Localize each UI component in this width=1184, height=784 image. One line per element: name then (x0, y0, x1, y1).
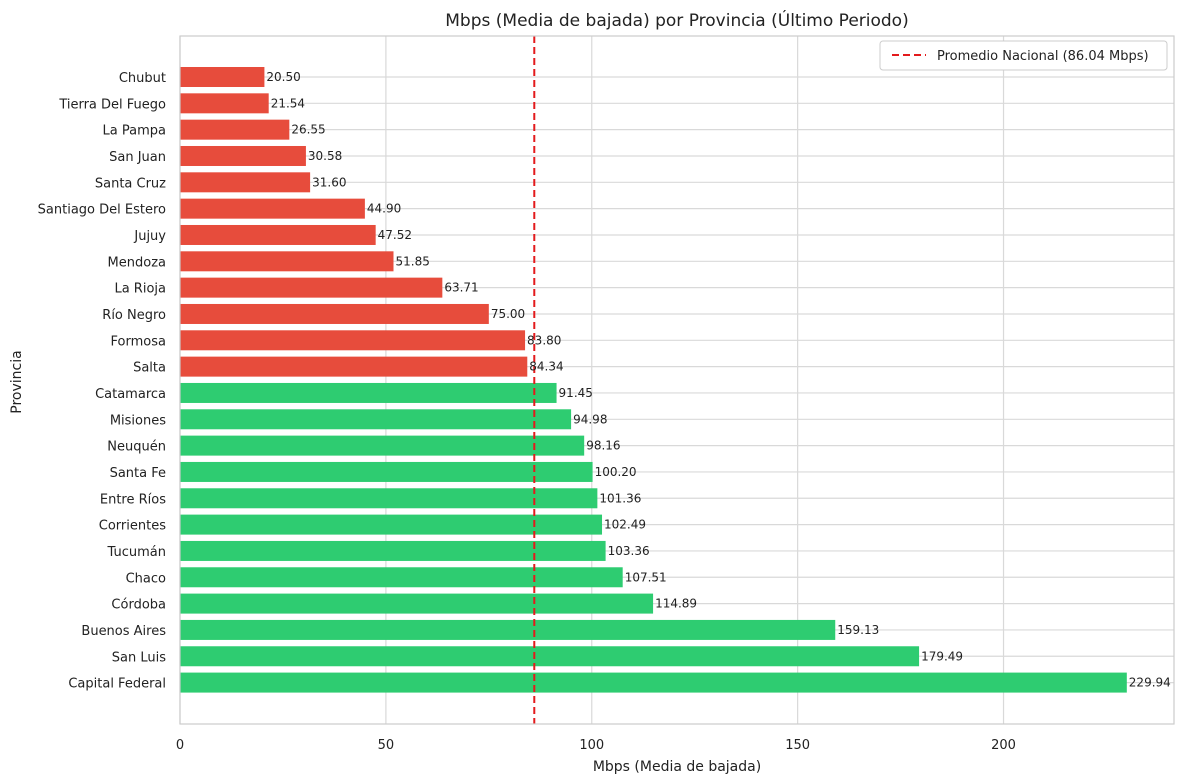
y-tick-label: San Luis (112, 650, 166, 665)
bar (180, 93, 269, 114)
bar-value-label: 114.89 (655, 597, 697, 611)
y-tick-label: Santiago Del Estero (38, 203, 166, 218)
bar (180, 145, 306, 166)
bar-value-label: 179.49 (921, 649, 963, 663)
bar (180, 619, 836, 640)
y-tick-label: La Pampa (103, 124, 166, 139)
y-tick-label: Neuquén (107, 440, 166, 455)
y-tick-label: Río Negro (102, 308, 166, 323)
bar-value-label: 102.49 (604, 518, 646, 532)
bar-value-label: 100.20 (595, 465, 637, 479)
bar (180, 488, 598, 509)
y-tick-label: Formosa (111, 334, 166, 349)
bar-value-label: 94.98 (573, 412, 607, 426)
bar-value-label: 103.36 (608, 544, 650, 558)
bar-value-label: 101.36 (599, 491, 641, 505)
y-tick-label: Jujuy (133, 229, 166, 244)
bar (180, 330, 526, 351)
bar (180, 67, 265, 87)
bar-value-label: 26.55 (291, 123, 325, 137)
y-tick-label: Mendoza (108, 255, 166, 270)
legend-reference-line-label: Promedio Nacional (86.04 Mbps) (937, 49, 1149, 64)
bar (180, 540, 606, 561)
chart-title: Mbps (Media de bajada) por Provincia (Úl… (445, 9, 908, 31)
bar (180, 251, 394, 272)
bar (180, 567, 623, 588)
bar-value-label: 98.16 (586, 439, 620, 453)
x-tick-label: 100 (579, 738, 604, 753)
bar-value-label: 229.94 (1129, 676, 1171, 690)
bar (180, 593, 654, 614)
bar-value-label: 47.52 (378, 228, 412, 242)
bar (180, 435, 585, 456)
bar (180, 461, 593, 482)
y-tick-label: Capital Federal (68, 677, 166, 692)
bar (180, 356, 528, 377)
bar (180, 514, 603, 535)
bar (180, 277, 443, 298)
y-tick-label: Chaco (126, 571, 166, 586)
x-tick-label: 150 (785, 738, 810, 753)
x-tick-label: 50 (378, 738, 395, 753)
x-tick-label: 0 (176, 738, 184, 753)
bar-value-label: 75.00 (491, 307, 525, 321)
y-tick-label: Buenos Aires (81, 624, 166, 639)
y-tick-label: Salta (133, 361, 166, 376)
bar (180, 224, 376, 245)
y-tick-label: Córdoba (111, 598, 166, 613)
y-tick-label: Chubut (119, 71, 166, 86)
bar-value-label: 44.90 (367, 202, 401, 216)
bar-value-label: 107.51 (625, 570, 667, 584)
y-tick-label: Misiones (110, 413, 166, 428)
bar-value-label: 159.13 (837, 623, 879, 637)
bar (180, 303, 489, 324)
y-tick-label: Santa Cruz (95, 176, 166, 191)
plot-frame (179, 35, 1175, 725)
bar-value-label: 83.80 (527, 333, 561, 347)
bar (180, 646, 920, 667)
bar-value-label: 31.60 (312, 175, 346, 189)
y-tick-label: Entre Ríos (100, 492, 166, 507)
bar (180, 198, 365, 219)
bars-layer (180, 67, 1127, 693)
bar-value-label: 63.71 (444, 281, 478, 295)
bar-value-label: 51.85 (396, 254, 430, 268)
y-tick-label: Corrientes (99, 519, 166, 534)
legend: Promedio Nacional (86.04 Mbps) (879, 40, 1168, 71)
value-labels-layer: 20.50 21.54 26.55 30.58 31.60 44.90 47.52 51.85… (266, 70, 1170, 690)
bar (180, 382, 557, 403)
bar-value-label: 84.34 (529, 360, 563, 374)
y-tick-label: La Rioja (114, 282, 166, 297)
y-tick-label: San Juan (109, 150, 166, 165)
bar (180, 172, 311, 193)
bar-value-label: 21.54 (271, 96, 305, 110)
y-tick-label: Tucumán (107, 545, 166, 560)
y-tick-label: Tierra Del Fuego (58, 97, 166, 112)
y-tick-label: Catamarca (95, 387, 166, 402)
tick-labels-layer: 0 50 100 150 200 Chubut Tierra Del Fuego La Pam… (38, 71, 1016, 753)
bar-value-label: 91.45 (559, 386, 593, 400)
bar (180, 409, 572, 430)
bar-value-label: 30.58 (308, 149, 342, 163)
bar (180, 119, 290, 140)
y-axis-label: Provincia (9, 350, 25, 413)
legend-box (879, 40, 1168, 71)
y-tick-label: Santa Fe (110, 466, 166, 481)
bar-value-label: 20.50 (266, 70, 300, 84)
bar (180, 672, 1127, 693)
x-tick-label: 200 (991, 738, 1016, 753)
x-axis-label: Mbps (Media de bajada) (593, 759, 761, 775)
